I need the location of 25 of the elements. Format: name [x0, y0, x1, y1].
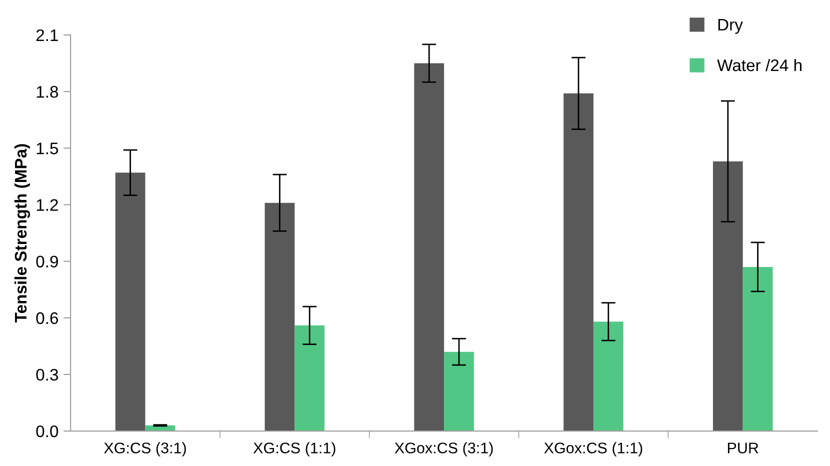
legend-label: Dry [718, 18, 743, 34]
bar [115, 172, 146, 432]
y-tick-label: 0.0 [36, 425, 58, 438]
y-tick-label: 0.6 [36, 312, 58, 324]
y-tick-label: 1.2 [36, 199, 58, 211]
bar [414, 63, 444, 432]
bar [444, 352, 474, 432]
y-tick-label: 0.9 [36, 256, 58, 268]
y-tick-label: 2.1 [36, 29, 58, 41]
x-tick-label: XG:CS (1:1) [253, 442, 336, 456]
x-tick-label: XGox:CS (1:1) [544, 442, 642, 456]
y-tick-label: 1.5 [36, 142, 58, 154]
y-axis-title: Tensile Strength (MPa) [14, 144, 30, 322]
bar [294, 325, 325, 432]
legend-label: Water /24 h [717, 58, 802, 72]
y-tick-label: 1.8 [36, 86, 58, 98]
x-tick-label: XG:CS (3:1) [104, 442, 186, 456]
x-tick-label: XGox:CS (3:1) [394, 442, 493, 456]
y-tick-label: 0.3 [36, 368, 58, 381]
bar [742, 266, 773, 432]
bar [593, 322, 624, 432]
x-tick-label: PUR [728, 442, 758, 454]
bar [264, 202, 295, 432]
bar [564, 93, 594, 432]
bar [712, 161, 743, 432]
